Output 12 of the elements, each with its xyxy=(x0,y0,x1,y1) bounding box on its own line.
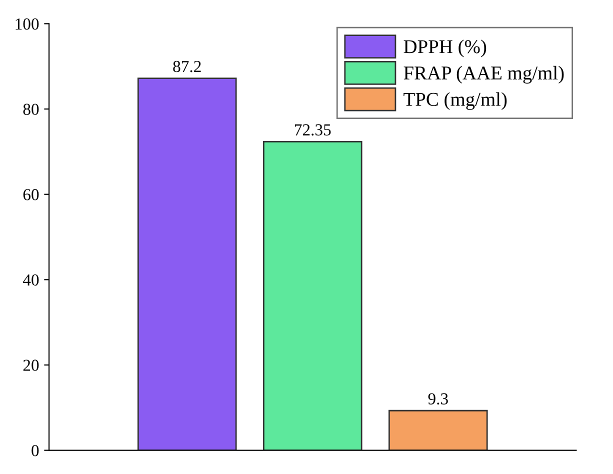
y-tick-label: 80 xyxy=(23,104,39,115)
legend-label: TPC (mg/ml) xyxy=(404,92,507,110)
y-tick-label: 40 xyxy=(22,274,39,286)
y-tick-label: 100 xyxy=(16,18,39,30)
y-tick-label: 0 xyxy=(32,445,39,456)
data-label: 72.35 xyxy=(294,124,331,136)
data-label: 87.2 xyxy=(173,60,201,72)
y-tick-label: 20 xyxy=(23,360,39,371)
y-tick-label: 60 xyxy=(23,189,39,200)
data-label: 9.3 xyxy=(428,393,448,405)
legend-label: DPPH (%) xyxy=(404,40,486,58)
legend-label: FRAP (AAE mg/ml) xyxy=(404,66,564,84)
